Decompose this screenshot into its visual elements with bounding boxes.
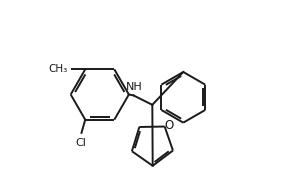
Text: NH: NH <box>126 82 143 92</box>
Text: CH₃: CH₃ <box>48 64 67 74</box>
Text: O: O <box>165 119 174 132</box>
Text: Cl: Cl <box>75 138 86 147</box>
